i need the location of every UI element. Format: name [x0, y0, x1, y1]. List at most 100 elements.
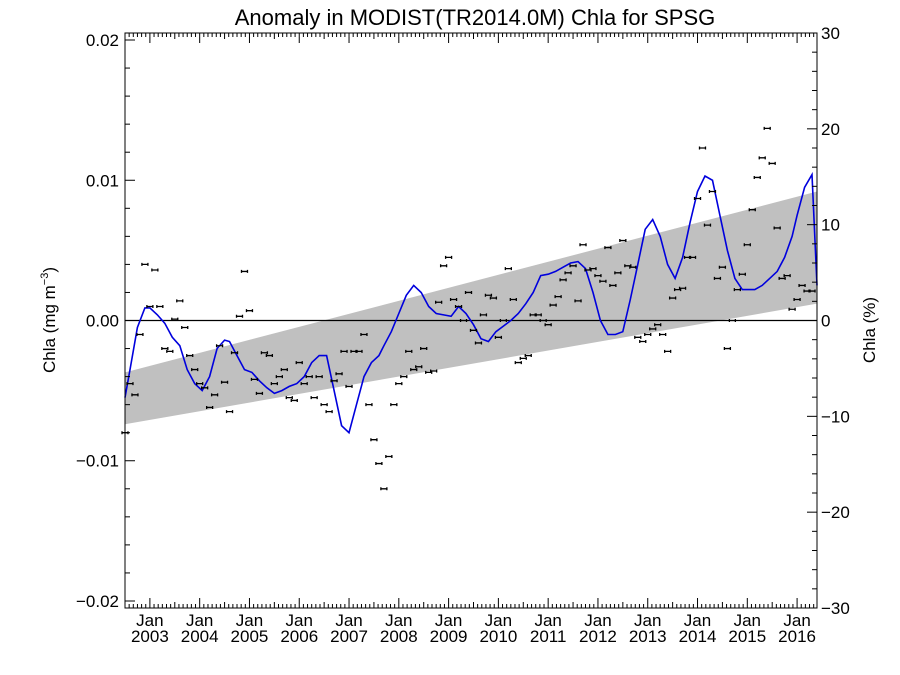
data-point — [275, 375, 283, 379]
data-point — [688, 255, 697, 259]
x-tick-label-year: 2004 — [181, 627, 219, 646]
data-point — [375, 462, 383, 466]
data-point — [594, 274, 602, 278]
x-tick-label-year: 2014 — [679, 627, 717, 646]
data-point — [320, 403, 328, 407]
x-tick-label-year: 2016 — [778, 627, 816, 646]
data-point — [265, 354, 274, 358]
y-right-tick-label: 0 — [821, 312, 830, 331]
data-point — [230, 351, 239, 355]
data-point — [240, 269, 249, 273]
data-point — [290, 398, 298, 402]
data-point — [663, 349, 672, 353]
data-point — [718, 265, 727, 269]
data-point — [499, 319, 508, 322]
data-point — [708, 189, 717, 193]
x-tick-label-month: Jan — [734, 611, 761, 630]
data-point — [405, 349, 413, 353]
data-point — [439, 264, 448, 268]
y-right-tick-label: −10 — [821, 407, 850, 426]
data-point — [713, 276, 722, 280]
y-left-tick-label: 0.01 — [86, 171, 119, 190]
data-point — [315, 375, 323, 379]
data-point — [604, 246, 612, 250]
data-point — [474, 341, 483, 345]
x-tick-label-year: 2006 — [280, 627, 318, 646]
x-tick-label-month: Jan — [534, 611, 561, 630]
data-point — [703, 223, 712, 227]
data-point — [519, 356, 527, 360]
data-point — [753, 175, 761, 179]
data-point — [644, 333, 652, 337]
data-point — [370, 438, 378, 442]
data-point — [330, 379, 338, 383]
data-point — [136, 333, 144, 337]
data-point — [295, 361, 303, 365]
data-point — [733, 288, 741, 292]
y-right-tick-label: 30 — [821, 24, 840, 43]
data-point — [415, 365, 423, 369]
data-point — [763, 126, 771, 130]
data-point — [335, 372, 343, 376]
data-point — [589, 267, 597, 271]
x-tick-label-month: Jan — [684, 611, 711, 630]
data-point — [564, 271, 572, 275]
data-point — [395, 382, 403, 386]
x-tick-label-month: Jan — [485, 611, 512, 630]
x-tick-label-year: 2012 — [579, 627, 617, 646]
data-point — [270, 382, 279, 386]
data-point — [205, 405, 214, 409]
data-point — [300, 382, 308, 386]
x-tick-label-year: 2013 — [629, 627, 667, 646]
data-point — [599, 279, 607, 283]
data-point — [449, 297, 458, 301]
data-point — [201, 386, 209, 390]
data-point — [310, 396, 318, 400]
data-point — [649, 327, 657, 331]
x-tick-label-month: Jan — [286, 611, 313, 630]
data-point — [514, 361, 522, 365]
data-point — [464, 290, 473, 294]
data-point — [176, 299, 184, 303]
data-point — [280, 368, 288, 372]
x-tick-label-year: 2007 — [330, 627, 368, 646]
x-tick-label-month: Jan — [584, 611, 611, 630]
chart-title: Anomaly in MODIST(TR2014.0M) Chla for SP… — [235, 5, 715, 30]
data-point — [509, 297, 517, 301]
data-point — [410, 368, 418, 372]
data-point — [430, 369, 438, 373]
data-point — [678, 286, 687, 290]
x-tick-label-month: Jan — [435, 611, 462, 630]
x-tick-label-month: Jan — [186, 611, 213, 630]
trend-band — [125, 191, 817, 425]
data-point — [385, 455, 393, 459]
x-tick-label-month: Jan — [783, 611, 810, 630]
data-point — [479, 313, 488, 317]
data-point — [390, 403, 398, 407]
data-point — [255, 391, 264, 395]
data-point — [215, 344, 224, 348]
data-point — [345, 384, 353, 388]
data-point — [454, 304, 463, 308]
y-right-tick-label: −30 — [821, 599, 850, 618]
data-point — [619, 239, 627, 243]
data-point — [574, 299, 582, 303]
y-axis-right-label: Chla (%) — [860, 297, 879, 363]
data-point — [210, 393, 219, 397]
data-point — [579, 243, 587, 247]
data-point — [365, 403, 373, 407]
data-point — [778, 276, 786, 280]
data-point — [250, 377, 259, 381]
data-point — [220, 380, 229, 384]
data-point — [156, 304, 164, 308]
data-point — [693, 196, 702, 200]
data-point — [559, 278, 567, 282]
data-point — [444, 255, 453, 259]
data-point — [743, 243, 751, 247]
y-right-tick-label: 10 — [821, 216, 840, 235]
data-point — [196, 382, 204, 386]
data-point — [235, 314, 244, 318]
x-tick-label-year: 2015 — [728, 627, 766, 646]
data-point — [161, 347, 169, 351]
